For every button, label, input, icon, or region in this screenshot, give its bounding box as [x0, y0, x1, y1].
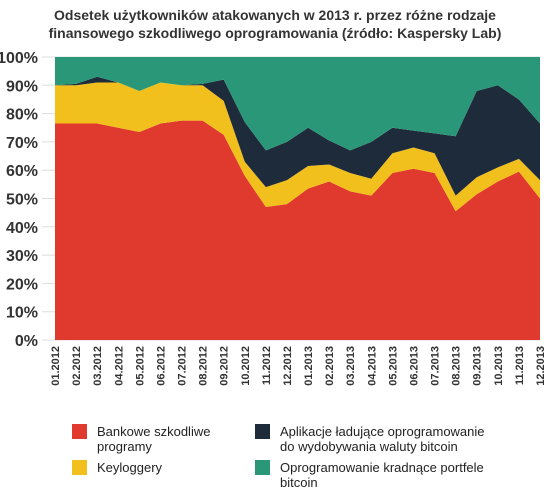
y-tick-label: 30%	[6, 248, 38, 265]
x-tick-label: 08.2012	[198, 346, 210, 386]
y-tick-label: 100%	[0, 50, 38, 67]
chart-title: Odsetek użytkowników atakowanych w 2013 …	[48, 7, 502, 41]
x-tick-label: 08.2013	[451, 346, 463, 386]
legend-label: Keyloggery	[97, 460, 163, 475]
legend-item: Bankowe szkodliwe programy	[72, 424, 212, 454]
x-tick-label: 03.2012	[92, 346, 104, 386]
x-tick-label: 11.2013	[514, 346, 526, 385]
x-tick-label: 04.2012	[113, 346, 125, 386]
legend-label: Bankowe szkodliwe programy	[97, 424, 211, 454]
legend-swatch	[72, 460, 87, 475]
x-tick-label: 06.2012	[155, 346, 167, 386]
area	[55, 57, 540, 151]
x-tick-label: 07.2013	[430, 346, 442, 386]
x-tick-label: 09.2012	[219, 346, 231, 386]
x-tick-label: 02.2013	[324, 346, 336, 386]
y-tick-label: 0%	[15, 333, 38, 350]
y-tick-label: 90%	[6, 78, 38, 95]
x-tick-label: 01.2013	[303, 346, 315, 386]
legend-item: Keyloggery	[72, 460, 312, 475]
legend-item: Aplikacje ładujące oprogramowanie do wyd…	[255, 424, 495, 454]
area	[55, 76, 540, 196]
x-tick-label: 02.2012	[71, 346, 83, 386]
y-tick-label: 70%	[6, 135, 38, 152]
x-tick-label: 04.2013	[366, 346, 378, 386]
x-tick-label: 11.2012	[261, 346, 273, 385]
x-tick-label: 10.2012	[240, 346, 252, 386]
y-tick-label: 50%	[6, 192, 38, 209]
legend-label: Aplikacje ładujące oprogramowanie do wyd…	[280, 424, 485, 454]
x-tick-label: 07.2012	[177, 346, 189, 386]
y-tick-label: 10%	[6, 305, 38, 322]
y-tick-label: 60%	[6, 163, 38, 180]
y-tick-label: 80%	[6, 107, 38, 124]
area	[55, 82, 540, 212]
legend-swatch	[255, 424, 270, 439]
x-tick-label: 03.2013	[345, 346, 357, 386]
x-tick-label: 05.2013	[387, 346, 399, 386]
x-tick-label: 05.2012	[134, 346, 146, 386]
legend-swatch	[255, 460, 270, 475]
y-tick-label: 40%	[6, 220, 38, 237]
x-tick-label: 06.2013	[408, 346, 420, 386]
x-tick-label: 01.2012	[50, 346, 62, 386]
area	[55, 120, 540, 340]
x-tick-label: 09.2013	[472, 346, 484, 386]
legend-swatch	[72, 424, 87, 439]
x-tick-label: 10.2013	[493, 346, 505, 386]
y-tick-label: 20%	[6, 276, 38, 293]
x-tick-label: 12.2013	[535, 346, 547, 386]
x-tick-label: 12.2012	[282, 346, 294, 386]
